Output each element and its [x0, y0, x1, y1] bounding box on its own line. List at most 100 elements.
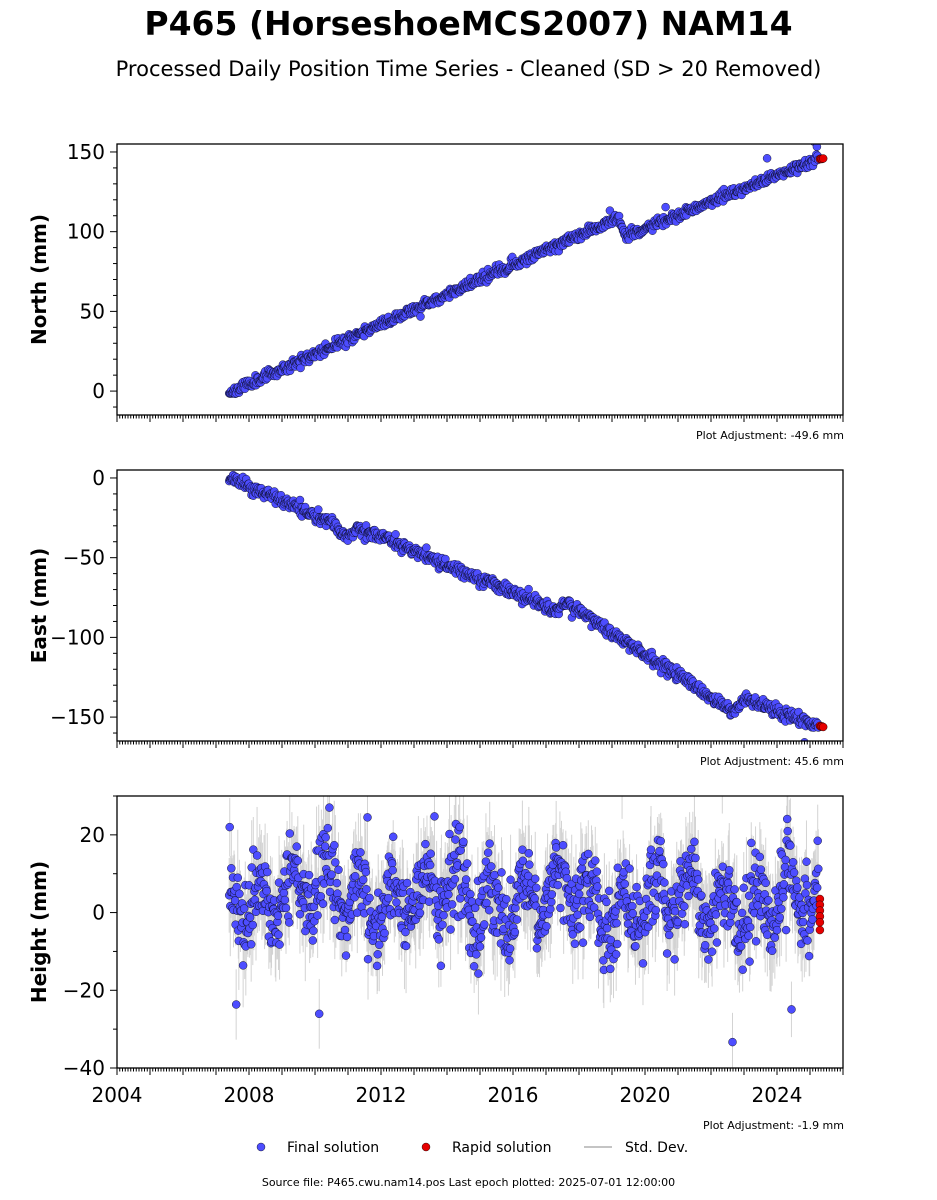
final-point — [318, 899, 328, 908]
final-point — [613, 863, 622, 872]
final-point — [712, 938, 722, 947]
legend-std-label: Std. Dev. — [625, 1140, 688, 1156]
final-point — [415, 908, 425, 918]
final-point — [446, 925, 455, 934]
final-point — [764, 896, 773, 905]
final-point — [483, 848, 493, 857]
final-point — [739, 883, 748, 892]
final-point — [262, 886, 271, 896]
plot-frame — [116, 469, 844, 742]
final-point — [553, 880, 562, 890]
final-point — [656, 836, 665, 846]
final-point — [466, 890, 475, 899]
final-point — [325, 803, 334, 812]
final-point — [800, 738, 809, 741]
final-point — [430, 812, 439, 821]
final-point — [625, 864, 634, 873]
final-point — [292, 842, 301, 851]
final-point — [770, 933, 779, 942]
final-point — [532, 883, 541, 892]
final-point — [321, 833, 330, 842]
final-point — [384, 893, 393, 903]
final-point — [578, 938, 588, 947]
final-point — [613, 939, 622, 949]
legend-final-marker — [256, 1142, 266, 1152]
final-point — [783, 814, 792, 824]
final-point — [542, 922, 551, 931]
final-point — [593, 882, 602, 891]
final-point — [451, 835, 460, 844]
final-point — [249, 845, 258, 854]
final-point — [732, 897, 741, 907]
x-tick-label: 2012 — [356, 1083, 407, 1107]
final-point — [314, 505, 323, 514]
final-point — [444, 890, 453, 899]
final-point — [531, 874, 540, 883]
final-point — [235, 889, 244, 898]
final-point — [309, 926, 318, 935]
final-point — [779, 893, 788, 902]
final-point — [231, 1000, 241, 1009]
y-tick-label: −20 — [63, 978, 105, 1002]
panel-north: 0 50 100 150 North (mm) — [27, 140, 844, 422]
legend: Final solution Rapid solution Std. Dev. — [256, 1140, 688, 1156]
final-point — [469, 962, 479, 971]
final-point — [746, 922, 755, 932]
final-point — [631, 942, 640, 951]
final-point — [402, 878, 412, 888]
final-point — [315, 1009, 324, 1018]
final-point — [327, 870, 336, 879]
data-layer — [224, 470, 828, 741]
final-point — [238, 961, 248, 970]
final-solution-points — [224, 803, 823, 1047]
final-point — [332, 878, 342, 888]
final-point — [728, 1037, 737, 1047]
final-point — [388, 866, 397, 875]
y-tick-label: 100 — [67, 220, 105, 244]
final-point — [612, 950, 621, 959]
final-point — [247, 863, 256, 872]
final-point — [304, 870, 314, 880]
final-point — [227, 864, 236, 873]
final-point — [263, 867, 272, 877]
final-point — [590, 903, 599, 912]
final-point — [546, 904, 555, 914]
rapid-solution-points — [815, 154, 828, 164]
final-point — [530, 894, 539, 903]
plot-adjustment-north: Plot Adjustment: -49.6 mm — [696, 429, 844, 442]
final-point — [330, 841, 339, 850]
final-point — [620, 879, 629, 889]
legend-final-label: Final solution — [287, 1140, 379, 1156]
final-point — [422, 543, 431, 552]
final-point — [375, 940, 384, 949]
y-axis-label: East (mm) — [27, 548, 51, 664]
final-point — [363, 813, 372, 822]
data-layer — [224, 144, 828, 398]
final-point — [599, 956, 608, 965]
final-point — [568, 930, 577, 939]
final-point — [591, 856, 600, 865]
final-point — [285, 829, 294, 838]
final-point — [585, 912, 595, 922]
final-point — [783, 826, 792, 836]
final-point — [547, 890, 557, 899]
final-point — [725, 866, 734, 875]
final-point — [704, 955, 713, 964]
final-point — [680, 920, 689, 929]
final-point — [606, 964, 615, 974]
final-point — [248, 920, 258, 930]
final-point — [274, 930, 283, 939]
y-tick-label: 50 — [80, 299, 105, 323]
final-point — [786, 841, 795, 850]
final-point — [330, 915, 339, 925]
final-point — [373, 950, 382, 959]
y-tick-label: −100 — [50, 625, 105, 649]
final-point — [651, 906, 660, 915]
final-point — [573, 910, 582, 919]
y-tick-label: 150 — [67, 140, 105, 164]
rapid-point — [819, 722, 828, 732]
final-point — [779, 880, 789, 889]
final-point — [777, 904, 786, 913]
final-point — [738, 965, 747, 974]
